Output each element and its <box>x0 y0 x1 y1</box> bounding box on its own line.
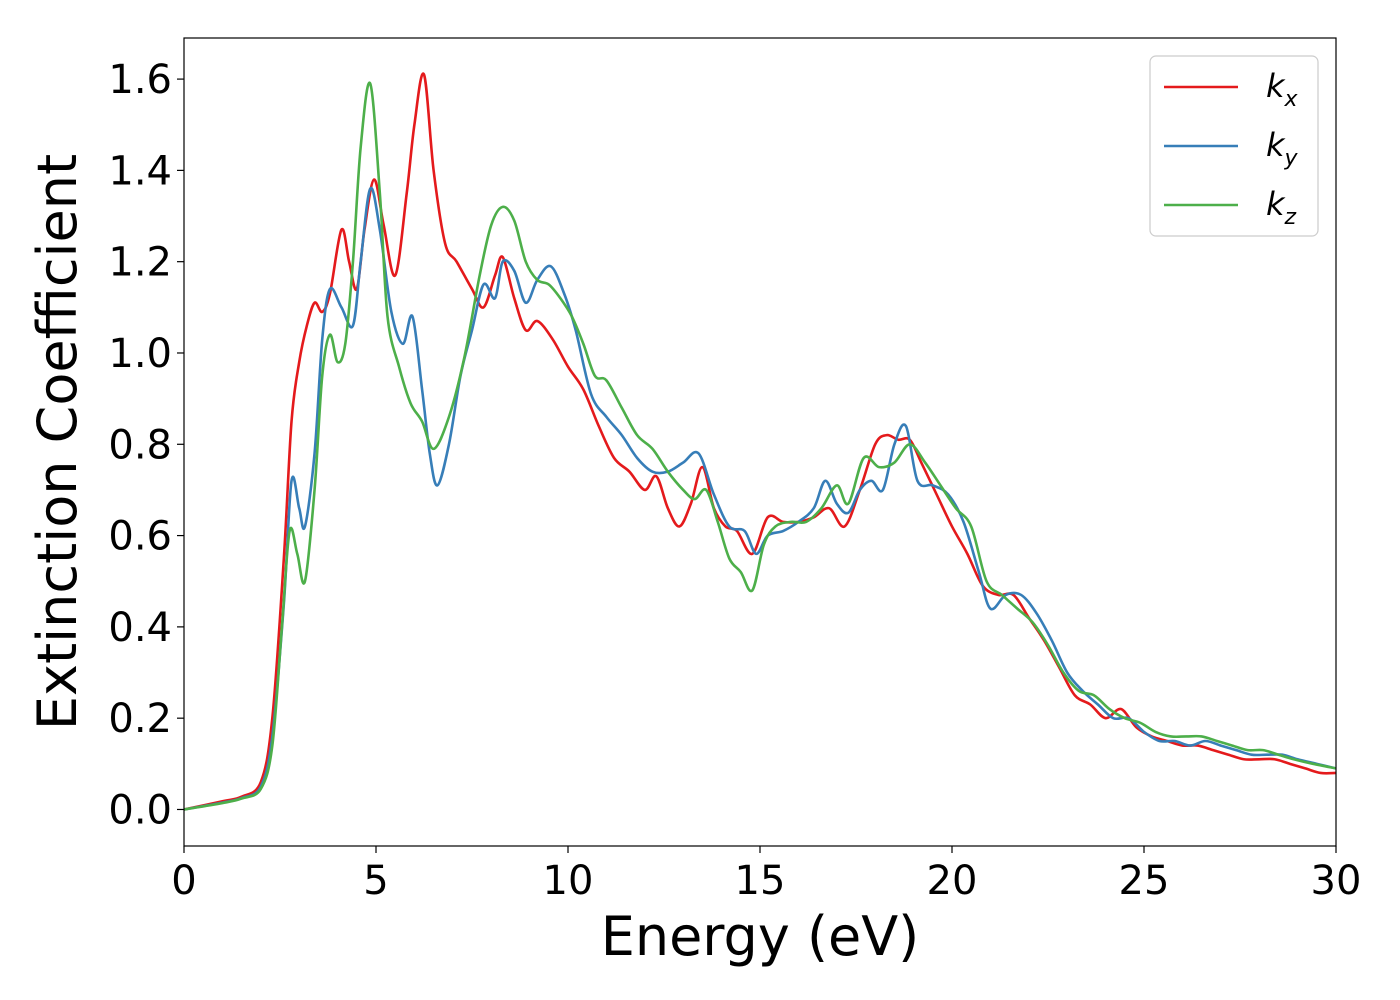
y-tick-label: 0.8 <box>108 422 172 468</box>
legend-label-k-y: ky <box>1266 126 1299 171</box>
y-tick-label: 0.4 <box>108 605 172 651</box>
legend-label-k-z: kz <box>1266 185 1297 230</box>
x-tick-label: 25 <box>1119 858 1170 904</box>
x-tick-label: 15 <box>735 858 786 904</box>
x-tick-label: 0 <box>171 858 196 904</box>
ticks-layer: 0 5 10 15 20 25 30 0.0 0.2 0.4 0.6 0.8 1.0 1.2 1.4 1.6 <box>108 57 1361 904</box>
legend-label-k-x: kx <box>1266 67 1299 112</box>
y-tick-label: 1.6 <box>108 57 172 103</box>
x-tick-label: 20 <box>927 858 978 904</box>
y-tick-label: 1.0 <box>108 331 172 377</box>
legend-items: kx ky kz <box>1164 67 1299 230</box>
x-tick-label: 5 <box>363 858 388 904</box>
y-tick-label: 0.6 <box>108 514 172 560</box>
y-tick-label: 1.2 <box>108 240 172 286</box>
x-axis-label: Energy (eV) <box>601 905 920 968</box>
y-tick-label: 0.2 <box>108 696 172 742</box>
legend: kx ky kz <box>1149 55 1319 237</box>
series-layer <box>184 72 1336 811</box>
series-line-k-z <box>184 81 1336 811</box>
x-tick-label: 10 <box>543 858 594 904</box>
series-line-k-y <box>184 186 1336 811</box>
x-tick-label: 30 <box>1311 858 1362 904</box>
y-tick-label: 0.0 <box>108 787 172 833</box>
y-tick-label: 1.4 <box>108 148 172 194</box>
y-axis-label: Extinction Coefficient <box>26 154 89 730</box>
